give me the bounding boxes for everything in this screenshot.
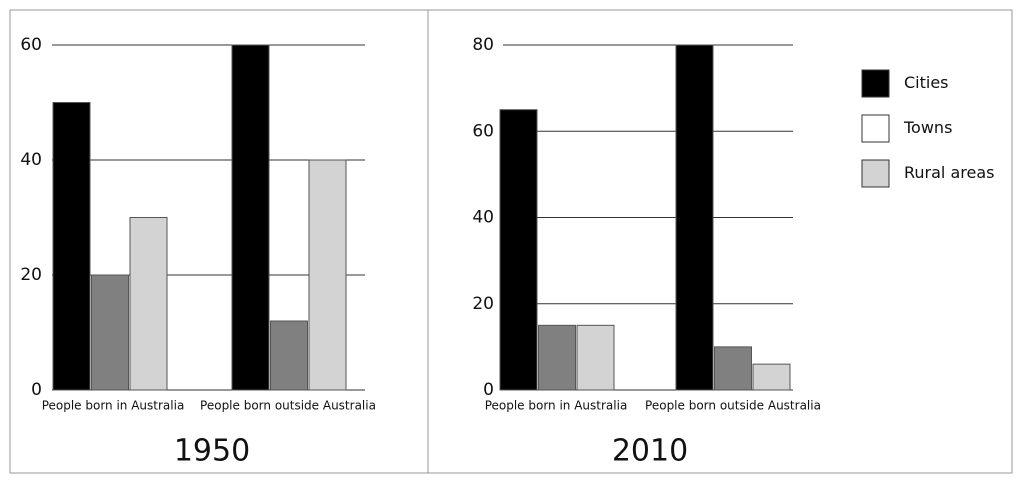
x-tick-label: People born in Australia [485, 399, 628, 413]
bar [752, 363, 791, 391]
legend-label: Towns [903, 118, 952, 137]
bar: Rural areas [308, 159, 347, 391]
y-tick-label: 0 [31, 380, 42, 400]
legend-swatch [861, 159, 890, 188]
y-tick-label: 60 [472, 121, 494, 141]
legend-swatch [861, 69, 890, 98]
y-tick-label: 20 [472, 294, 494, 314]
y-tick-label: 20 [20, 265, 42, 285]
x-tick-label: People born outside Australia [200, 399, 376, 413]
chart-title: 1950 [174, 434, 250, 469]
bar [499, 109, 538, 391]
legend-label: Cities [904, 73, 949, 92]
y-tick-label: 80 [472, 35, 494, 55]
x-tick-label: People born in Australia [42, 399, 185, 413]
bar: Cities [52, 102, 91, 391]
legend-label: Rural areas [904, 163, 994, 182]
bar: Rural areas [129, 217, 168, 391]
chart-title: 2010 [612, 434, 688, 469]
bar: Cities [231, 44, 270, 391]
x-tick-label: People born outside Australia [645, 399, 821, 413]
bar [576, 324, 615, 391]
bar [675, 44, 714, 391]
bar: Towns [91, 274, 129, 391]
y-tick-label: 60 [20, 35, 42, 55]
bar [538, 324, 576, 391]
y-tick-label: 40 [20, 150, 42, 170]
legend-swatch [861, 114, 890, 143]
panel-border [427, 9, 1013, 474]
y-tick-label: 40 [472, 208, 494, 228]
bar [714, 346, 752, 391]
bar: Towns [270, 320, 308, 391]
y-tick-label: 0 [483, 380, 494, 400]
